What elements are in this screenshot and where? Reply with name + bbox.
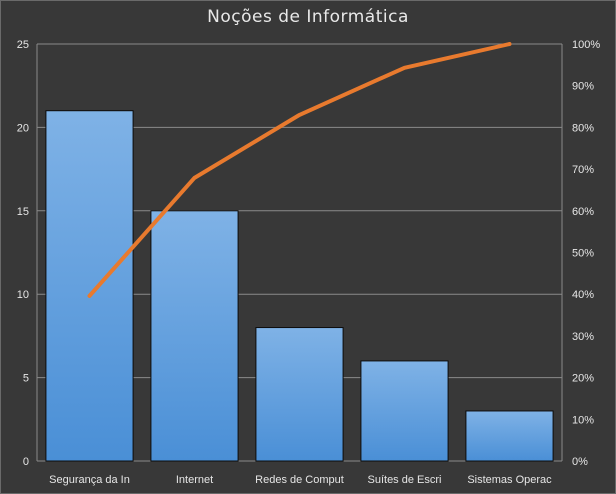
bar: [45, 110, 134, 462]
right-tick-label: 40%: [572, 289, 594, 301]
right-tick-label: 70%: [572, 164, 594, 176]
left-tick-label: 5: [23, 373, 29, 385]
category-label: Sistemas Operac: [467, 474, 552, 486]
left-axis: 0 5 10 15 20 25: [17, 39, 38, 468]
bar: [360, 360, 449, 462]
category-label: Redes de Comput: [255, 474, 344, 486]
left-tick-label: 10: [17, 289, 29, 301]
bar: [465, 410, 554, 462]
right-tick-label: 10%: [572, 414, 594, 426]
cumulative-line-series: [87, 42, 512, 298]
right-axis: 0% 10% 20% 30% 40% 50% 60% 70% 80% 90% 100%: [561, 39, 600, 468]
right-tick-label: 60%: [572, 206, 594, 218]
left-tick-label: 0: [23, 456, 29, 468]
category-label: Suítes de Escri: [368, 474, 442, 486]
right-tick-label: 90%: [572, 81, 594, 93]
bar: [150, 210, 239, 462]
bar-series: [45, 110, 554, 462]
line-point: [88, 294, 91, 298]
line-point: [193, 176, 196, 180]
right-tick-label: 100%: [572, 39, 600, 51]
right-tick-label: 0%: [572, 456, 588, 468]
left-tick-label: 25: [17, 39, 29, 51]
line-point: [298, 113, 301, 117]
right-tick-label: 80%: [572, 122, 594, 134]
category-label: Internet: [176, 474, 213, 486]
line-point: [403, 66, 406, 70]
left-tick-label: 20: [17, 122, 29, 134]
bar: [255, 327, 344, 462]
right-tick-label: 50%: [572, 248, 594, 260]
line-point: [508, 42, 511, 46]
right-tick-label: 20%: [572, 373, 594, 385]
left-tick-label: 15: [17, 206, 29, 218]
category-label: Segurança da In: [49, 474, 130, 486]
right-tick-label: 30%: [572, 331, 594, 343]
x-axis: Segurança da In Internet Redes de Comput Su…: [49, 474, 552, 486]
chart-title: Noções de Informática: [207, 7, 409, 27]
